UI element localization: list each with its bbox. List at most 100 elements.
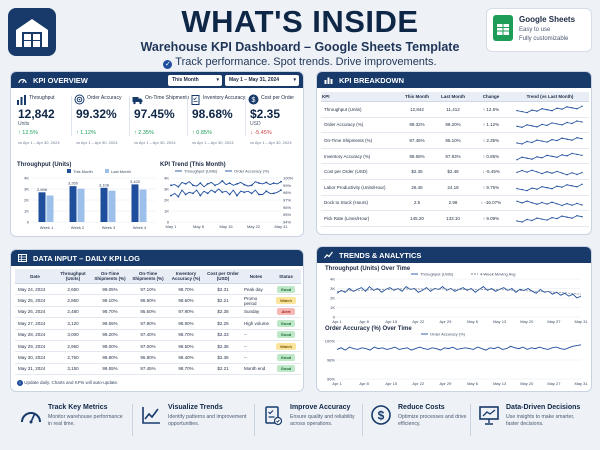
table-cell[interactable]: 96.90%	[129, 294, 167, 307]
x-tick-label: Apr 15	[385, 319, 398, 324]
table-cell[interactable]: 98.70%	[167, 329, 205, 341]
table-row: Pick Rate (Lines/Hour) 145.20 133.10 ↑ 9.09…	[321, 210, 589, 227]
table-cell[interactable]: 97.10%	[129, 283, 167, 296]
table-row[interactable]: May 26, 2024 2,480 98.70% 95.60% 97.90% $2.38…	[15, 306, 301, 319]
x-tick-label: May 15	[219, 224, 233, 229]
sparkline-point	[541, 173, 543, 175]
table-cell[interactable]: 99.05%	[91, 283, 129, 296]
table-cell[interactable]: High volume	[241, 317, 271, 330]
table-cell[interactable]: $2.21	[205, 363, 241, 376]
table-cell[interactable]: Sunday	[241, 306, 271, 319]
table-cell[interactable]: 3,000	[55, 329, 91, 341]
table-cell[interactable]: $2.36	[205, 351, 241, 364]
table-cell[interactable]: 98.70%	[91, 306, 129, 319]
table-row[interactable]: May 28, 2024 3,000 99.20% 97.40% 98.70% $2.33…	[15, 329, 301, 341]
table-cell[interactable]: 3,150	[55, 363, 91, 376]
table-cell[interactable]: Month end	[241, 363, 271, 376]
table-cell[interactable]: $2.36	[205, 340, 241, 353]
period-select[interactable]: This Month ▾	[168, 75, 222, 86]
table-row[interactable]: May 31, 2024 3,150 99.55% 97.45% 98.70% $2.21…	[15, 363, 301, 376]
table-cell: 12,842	[399, 101, 435, 118]
table-row[interactable]: May 24, 2024 2,650 99.05% 97.10% 98.70% $2.31…	[15, 283, 301, 296]
table-cell[interactable]: 96.80%	[129, 351, 167, 364]
table-cell[interactable]: 98.60%	[167, 294, 205, 307]
x-tick-label: May 13	[493, 381, 507, 386]
table-cell[interactable]: --	[241, 340, 271, 353]
table-cell[interactable]: 98.70%	[167, 283, 205, 296]
y-tick-label: 2K	[164, 198, 169, 203]
table-row[interactable]: May 27, 2024 3,120 99.55% 97.80% 98.90% $2.25…	[15, 317, 301, 330]
table-cell[interactable]: 99.10%	[91, 294, 129, 307]
table-cell[interactable]: $2.33	[205, 329, 241, 341]
table-cell[interactable]: Promo period	[241, 294, 271, 307]
table-cell[interactable]: 98.90%	[167, 317, 205, 330]
sparkline-point	[531, 202, 533, 204]
table-cell[interactable]: 97.90%	[167, 306, 205, 319]
table-cell[interactable]: $2.21	[205, 294, 241, 307]
table-cell[interactable]: $2.25	[205, 317, 241, 330]
table-cell[interactable]: 97.00%	[129, 340, 167, 353]
kpi-card: Throughput 12,842 Units ↑ 12.5% vs Apr 1 – A…	[14, 92, 71, 192]
y-tick-label: 3K	[164, 187, 169, 192]
table-cell[interactable]: Peak day	[241, 283, 271, 296]
table-cell[interactable]: May 24, 2024	[15, 283, 55, 296]
sparkline-path	[516, 105, 583, 113]
table-cell[interactable]: May 26, 2024	[15, 306, 55, 319]
table-cell[interactable]: $2.31	[205, 283, 241, 296]
table-cell[interactable]: May 31, 2024	[15, 363, 55, 376]
y-tick-label: 100%	[325, 339, 336, 344]
table-cell[interactable]: May 25, 2024	[15, 294, 55, 307]
table-cell: ↓ -5.45%	[471, 163, 511, 180]
table-cell[interactable]: 99.20%	[91, 329, 129, 341]
table-cell[interactable]: 97.80%	[129, 317, 167, 330]
sparkline-point	[566, 183, 568, 186]
sparkline-point	[536, 217, 538, 219]
table-cell[interactable]: 2,760	[55, 351, 91, 364]
sparkline-point	[531, 125, 533, 127]
data-label: 2,698	[37, 187, 48, 192]
table-row[interactable]: May 30, 2024 2,760 98.80% 96.80% 98.40% $2.36…	[15, 351, 301, 364]
sparkline-point	[546, 154, 548, 156]
table-cell[interactable]: 97.45%	[129, 363, 167, 376]
table-cell[interactable]: 98.70%	[167, 363, 205, 376]
table-cell[interactable]: 2,650	[55, 283, 91, 296]
table-cell[interactable]: 2,480	[55, 306, 91, 319]
table-cell[interactable]: 2,860	[55, 294, 91, 307]
feature-item: Visualize Trends Identify patterns and im…	[140, 402, 252, 446]
sparkline-cell	[511, 132, 589, 149]
table-cell[interactable]: 98.80%	[91, 351, 129, 364]
table-cell[interactable]: 98.40%	[167, 351, 205, 364]
table-cell[interactable]: 95.60%	[129, 306, 167, 319]
table-row[interactable]: May 25, 2024 2,860 99.10% 96.90% 98.60% $2.21…	[15, 294, 301, 307]
table-cell[interactable]: 99.00%	[91, 340, 129, 353]
sparkline-point	[556, 185, 558, 187]
table-cell: $2.35	[399, 163, 435, 180]
table-cell[interactable]: 98.50%	[167, 340, 205, 353]
sparkline-point	[541, 218, 543, 220]
table-cell[interactable]: May 27, 2024	[15, 317, 55, 330]
table-cell[interactable]: May 28, 2024	[15, 329, 55, 341]
table-cell[interactable]: 3,120	[55, 317, 91, 330]
x-tick-label: Apr 29	[440, 319, 453, 324]
sparkline-point	[516, 109, 518, 112]
data-point	[228, 182, 231, 185]
table-cell[interactable]: 2,960	[55, 340, 91, 353]
sparkline-point	[561, 124, 563, 126]
sparkline-point	[581, 154, 583, 156]
data-point	[236, 194, 238, 197]
date-range-select[interactable]: May 1 – May 31, 2024 ▾	[225, 75, 299, 86]
legend-label: This Month	[73, 169, 93, 174]
table-cell[interactable]: May 29, 2024	[15, 340, 55, 353]
kpi-label: Order Accuracy	[87, 95, 122, 101]
sparkline-point	[531, 158, 533, 160]
table-cell[interactable]: 97.40%	[129, 329, 167, 341]
table-cell[interactable]: --	[241, 329, 271, 341]
table-cell[interactable]: $2.38	[205, 306, 241, 319]
y-tick-label: 0	[27, 220, 30, 225]
table-row[interactable]: May 29, 2024 2,960 99.00% 97.00% 98.50% $2.36…	[15, 340, 301, 353]
table-cell[interactable]: --	[241, 351, 271, 364]
table-cell[interactable]: 99.55%	[91, 317, 129, 330]
table-cell[interactable]: 99.55%	[91, 363, 129, 376]
column-header: Last Month	[435, 92, 471, 102]
table-cell[interactable]: May 30, 2024	[15, 351, 55, 364]
